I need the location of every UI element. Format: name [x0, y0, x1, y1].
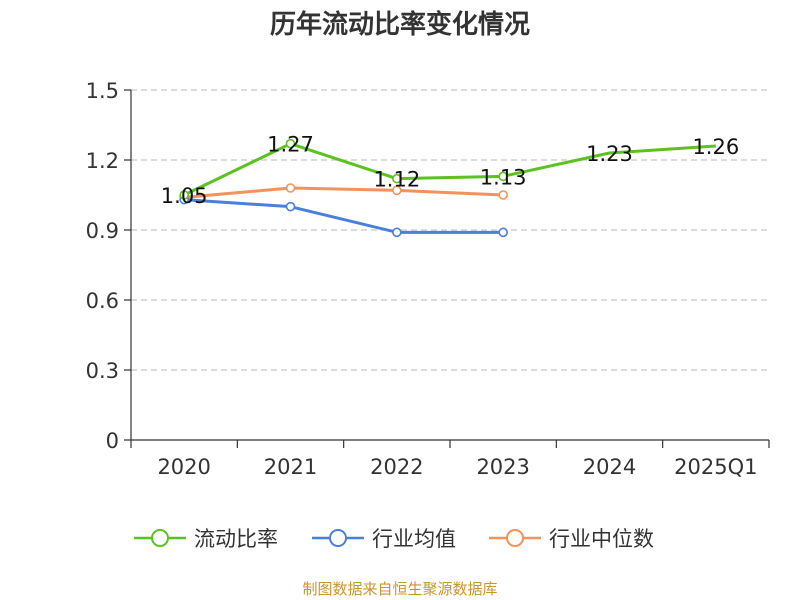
legend-line-blue [312, 529, 364, 547]
data-label: 1.13 [480, 165, 527, 189]
x-tick-label: 2025Q1 [674, 455, 757, 479]
data-label: 1.05 [161, 184, 208, 208]
data-point [392, 173, 402, 184]
data-label: 1.23 [586, 142, 633, 166]
legend-label: 行业均值 [372, 527, 456, 551]
y-tick-label: 0.6 [86, 289, 119, 313]
y-tick-label: 1.5 [86, 79, 119, 103]
legend-line-green [134, 529, 186, 547]
x-tick-label: 2024 [583, 455, 636, 479]
series-line [184, 186, 504, 199]
data-point [285, 138, 296, 149]
series-lines [179, 138, 716, 238]
data-point [498, 227, 508, 238]
y-tick-label: 0 [106, 429, 119, 453]
legend-label: 行业中位数 [549, 527, 654, 551]
data-point [285, 201, 296, 212]
data-point [498, 171, 508, 182]
x-tick-label: 2023 [476, 455, 529, 479]
y-tick-label: 1.2 [86, 149, 119, 173]
legend-item-industry-median[interactable]: 行业中位数 [489, 520, 654, 556]
x-tick-label: 2021 [264, 455, 317, 479]
x-tick-label: 2020 [157, 455, 210, 479]
data-label: 1.27 [267, 133, 314, 157]
x-tick-label: 2022 [370, 455, 423, 479]
series-line [183, 142, 716, 197]
source-note: 制图数据来自恒生聚源数据库 [302, 580, 498, 598]
series-line [184, 198, 504, 234]
legend-item-industry-average[interactable]: 行业均值 [312, 520, 456, 556]
data-point [392, 227, 402, 238]
data-label: 1.12 [373, 168, 420, 192]
data-point [392, 185, 402, 196]
data-labels: 1.05 1.27 1.12 1.13 1.23 1.26 [161, 133, 739, 208]
legend: 流动比率 行业均值 行业中位数 [0, 520, 800, 556]
y-tick-label: 0.9 [86, 219, 119, 243]
legend-item-current-ratio[interactable]: 流动比率 [134, 520, 278, 556]
data-label: 1.26 [692, 135, 739, 159]
chart-title: 历年流动比率变化情况 [269, 10, 530, 40]
data-point [179, 190, 189, 200]
legend-label: 流动比率 [194, 527, 278, 551]
gridlines [131, 89, 769, 371]
legend-line-orange [489, 529, 541, 547]
data-point [498, 190, 508, 200]
axes: 0 0.3 0.6 0.9 1.2 1.5 2020 2021 2022 2023 2024 2025… [86, 79, 770, 479]
y-tick-label: 0.3 [86, 359, 119, 383]
data-point [285, 183, 296, 193]
